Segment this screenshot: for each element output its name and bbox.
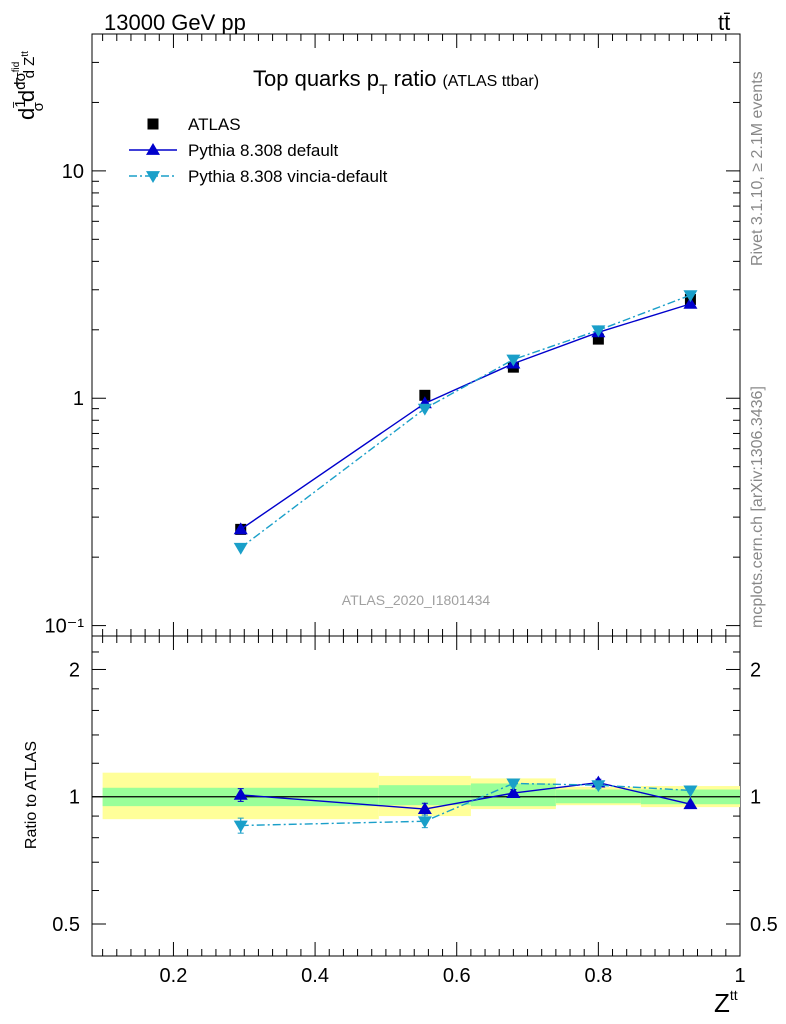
x-tick-label: 1	[734, 965, 745, 987]
ratio-data-point	[683, 797, 698, 810]
ratio-y-tick-label: 1	[69, 787, 80, 809]
ratio-series-1	[233, 778, 698, 834]
legend-label: ATLAS	[188, 115, 241, 134]
series-0	[235, 293, 696, 535]
series-1	[233, 296, 698, 535]
rivet-version-label: Rivet 3.1.10, ≥ 2.1M events	[749, 71, 766, 266]
series-line	[240, 294, 691, 549]
x-tick-label: 0.8	[584, 965, 612, 987]
ratio-data-point	[233, 820, 248, 833]
x-axis-label: Ztt	[714, 987, 738, 1018]
ratio-data-point	[506, 786, 521, 798]
x-tick-label: 0.2	[160, 965, 188, 987]
header-process: tt̄	[718, 10, 730, 35]
ratio-data-point	[417, 816, 432, 829]
legend-label: Pythia 8.308 default	[188, 141, 339, 160]
mcplots-reference-label: mcplots.cern.ch [arXiv:1306.3436]	[749, 386, 766, 628]
series-2	[233, 290, 698, 555]
ratio-y-tick-label: 2	[69, 659, 80, 681]
ratio-axis-label: Ratio to ATLAS	[23, 741, 40, 849]
ratio-data-point	[591, 780, 606, 793]
y-tick-label: 10	[62, 161, 84, 183]
data-point	[506, 354, 521, 367]
data-point	[419, 389, 431, 401]
legend-marker	[146, 143, 160, 155]
legend-label: Pythia 8.308 vincia-default	[188, 167, 388, 186]
x-tick-label: 0.4	[301, 965, 329, 987]
series-line	[240, 303, 691, 530]
chart-title: Top quarks pT ratio (ATLAS ttbar)	[253, 66, 539, 97]
main-panel: 10⁻¹ 1 10 ATLAS Pythia 8.308 default Pythia 8…	[45, 33, 741, 638]
data-point	[233, 542, 248, 555]
legend: ATLAS Pythia 8.308 default Pythia 8.308 vi…	[129, 115, 388, 186]
data-point	[591, 325, 606, 338]
data-point	[233, 522, 248, 535]
y-tick-label: 1	[73, 388, 84, 410]
x-tick-label: 0.6	[443, 965, 471, 987]
data-point	[417, 403, 432, 416]
ratio-data-point	[683, 785, 698, 798]
ratio-data-point	[417, 802, 432, 814]
ratio-panel: 0.2 0.4 0.6 0.8 1 0.5 0.5 1 1 2 2	[52, 635, 778, 987]
y-axis-label: d1‾σddσfid‾d Ztt	[11, 51, 47, 120]
data-point	[683, 296, 698, 309]
analysis-watermark: ATLAS_2020_I1801434	[342, 592, 491, 608]
ratio-data-point	[506, 778, 521, 791]
header-energy: 13000 GeV pp	[104, 10, 246, 35]
data-point	[592, 333, 604, 345]
legend-marker	[146, 171, 160, 183]
data-point	[683, 290, 698, 303]
ratio-y-tick-label-right: 2	[750, 659, 761, 681]
y-tick-label: 10⁻¹	[45, 616, 85, 638]
ratio-data-point	[233, 787, 248, 800]
ratio-y-tick-label: 0.5	[52, 914, 80, 936]
y-axis-label-text: d1‾σddσfid‾d Ztt	[11, 51, 47, 120]
ratio-y-tick-label-right: 0.5	[750, 914, 778, 936]
ratio-y-tick-label-right: 1	[750, 787, 761, 809]
ratio-series-line	[240, 782, 691, 827]
uncertainty-band-inner	[378, 785, 471, 806]
legend-marker	[147, 118, 159, 130]
